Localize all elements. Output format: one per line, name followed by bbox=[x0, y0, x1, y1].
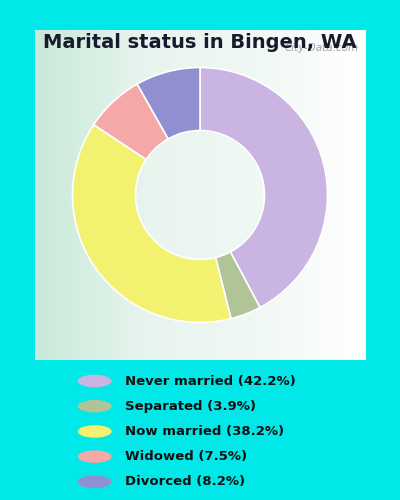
Wedge shape bbox=[137, 68, 200, 139]
Wedge shape bbox=[200, 68, 328, 308]
Wedge shape bbox=[72, 124, 231, 322]
Circle shape bbox=[78, 450, 112, 463]
Text: City-Data.com: City-Data.com bbox=[284, 43, 358, 53]
Text: Widowed (7.5%): Widowed (7.5%) bbox=[125, 450, 247, 463]
Wedge shape bbox=[94, 84, 168, 160]
Circle shape bbox=[78, 476, 112, 488]
Text: Marital status in Bingen, WA: Marital status in Bingen, WA bbox=[43, 32, 357, 52]
Text: Separated (3.9%): Separated (3.9%) bbox=[125, 400, 256, 412]
Wedge shape bbox=[216, 252, 260, 318]
Text: Now married (38.2%): Now married (38.2%) bbox=[125, 425, 284, 438]
Circle shape bbox=[78, 425, 112, 438]
Circle shape bbox=[78, 400, 112, 412]
Text: Divorced (8.2%): Divorced (8.2%) bbox=[125, 476, 245, 488]
Circle shape bbox=[78, 374, 112, 388]
Text: Never married (42.2%): Never married (42.2%) bbox=[125, 374, 296, 388]
